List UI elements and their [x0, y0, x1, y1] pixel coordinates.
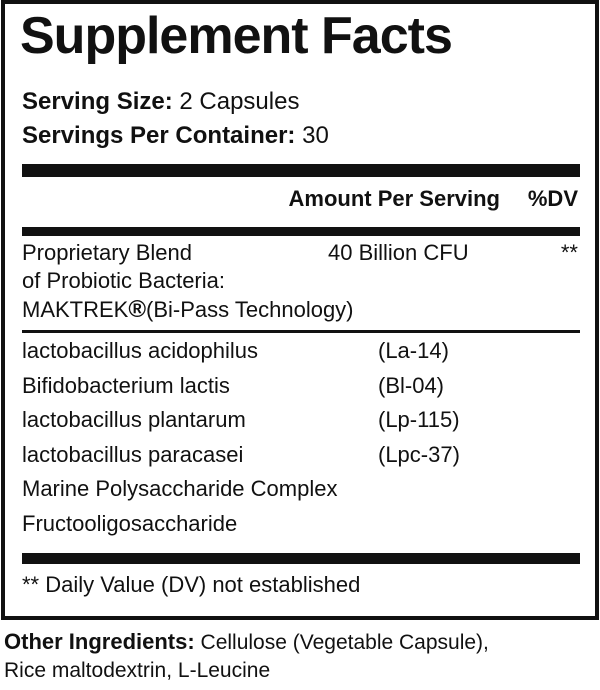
supplement-facts-panel — [1, 0, 599, 620]
ingredient-name: lactobacillus paracasei — [22, 441, 244, 467]
divider-thin — [22, 330, 580, 333]
blend-line-3: MAKTREK®(Bi-Pass Technology) — [22, 296, 354, 324]
servings-per-container: Servings Per Container: 30 — [22, 122, 329, 150]
servings-label: Servings Per Container: — [22, 122, 296, 149]
ingredient-name: Bifidobacterium lactis — [22, 372, 230, 398]
divider-medium — [22, 227, 580, 236]
footnote: ** Daily Value (DV) not established — [22, 572, 361, 597]
ingredient-name: Marine Polysaccharide Complex — [22, 476, 338, 501]
brand-tech: (Bi-Pass Technology) — [146, 297, 354, 322]
panel-title: Supplement Facts — [20, 7, 453, 65]
other-ingredients-line-1: Cellulose (Vegetable Capsule), — [200, 631, 489, 654]
ingredient-strain: (Lp-115) — [378, 407, 460, 432]
serving-size: Serving Size: 2 Capsules — [22, 88, 299, 116]
other-ingredients-line-2: Rice maltodextrin, L-Leucine — [4, 659, 271, 682]
divider-bottom — [22, 553, 580, 564]
amount-per-serving-header: Amount Per Serving — [288, 186, 500, 211]
brand-name: MAKTREK — [22, 297, 129, 322]
divider-thick — [22, 164, 580, 177]
registered-mark: ® — [128, 296, 147, 323]
servings-value: 30 — [302, 122, 329, 149]
serving-size-label: Serving Size: — [22, 88, 173, 115]
ingredient-strain: (Lpc-37) — [378, 441, 460, 467]
ingredient-name: Fructooligosaccharide — [22, 510, 238, 536]
ingredient-strain: (Bl-04) — [378, 372, 445, 398]
blend-line-1: Proprietary Blend — [22, 240, 192, 265]
other-ingredients-label: Other Ingredients: — [4, 629, 195, 654]
other-ingredients: Other Ingredients: Cellulose (Vegetable … — [4, 629, 489, 655]
blend-dv: ** — [560, 240, 578, 265]
ingredient-name: lactobacillus acidophilus — [22, 338, 259, 363]
ingredient-strain: (La-14) — [378, 338, 449, 363]
blend-line-2: of Probiotic Bacteria: — [22, 268, 225, 293]
blend-amount: 40 Billion CFU — [328, 240, 469, 265]
dv-header: %DV — [527, 186, 578, 211]
serving-size-value: 2 Capsules — [179, 88, 300, 115]
ingredient-name: lactobacillus plantarum — [22, 407, 246, 432]
